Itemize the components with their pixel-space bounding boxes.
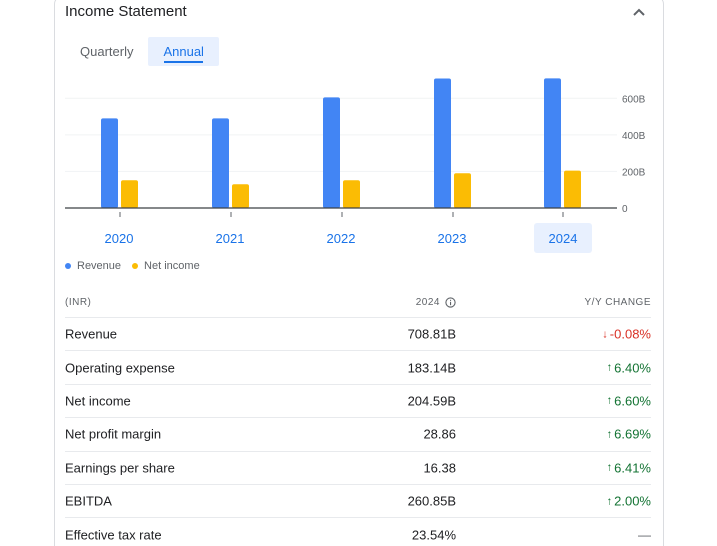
info-icon[interactable]	[445, 296, 456, 308]
metric-change: —	[638, 528, 651, 543]
metric-change-value: 6.60%	[614, 393, 651, 409]
bar-revenue	[101, 118, 118, 208]
metric-value: 16.38	[423, 460, 456, 476]
metric-value: 204.59B	[407, 393, 456, 409]
y-tick-label: 200B	[622, 167, 646, 178]
tab-quarterly[interactable]: Quarterly	[80, 44, 134, 59]
bar-revenue	[212, 118, 229, 208]
arrow-up-icon: ↑	[606, 394, 613, 407]
table-row: Net income 204.59B ↑ 6.60%	[65, 385, 651, 419]
metric-name: Operating expense	[65, 360, 175, 376]
metric-name: EBITDA	[65, 493, 112, 509]
metric-change: ↑ 6.40%	[607, 360, 651, 375]
legend-label-net-income: Net income	[144, 260, 200, 272]
metric-change: ↑ 2.00%	[607, 494, 651, 509]
year-button-2022[interactable]: 2022	[326, 230, 356, 246]
arrow-up-icon: ↑	[606, 461, 613, 474]
table-row: Net profit margin 28.86 ↑ 6.69%	[65, 418, 651, 452]
metric-change-value: 6.69%	[614, 426, 651, 442]
header-yy-change: Y/Y CHANGE	[584, 296, 651, 308]
table-row: Operating expense 183.14B ↑ 6.40%	[65, 351, 651, 385]
bar-net-income	[232, 184, 249, 208]
metric-name: Effective tax rate	[65, 527, 162, 543]
legend-dot-net-income	[132, 263, 139, 269]
metric-change-value: —	[638, 527, 651, 543]
metric-name: Net profit margin	[65, 426, 162, 442]
metric-change-value: 6.41%	[614, 460, 651, 476]
legend-label-revenue: Revenue	[77, 260, 122, 272]
chart-legend: Revenue Net income	[65, 260, 211, 272]
metric-change-value: 2.00%	[614, 493, 651, 509]
year-button-2024[interactable]: 2024	[534, 223, 592, 253]
y-tick-label: 400B	[622, 131, 646, 142]
metric-change: ↑ 6.69%	[607, 427, 651, 442]
header-year: 2024	[416, 297, 456, 308]
bar-revenue	[434, 78, 451, 208]
financials-table: (INR) 2024 Y/Y CHANGE Revenue 708.81B ↓ -0.…	[65, 287, 651, 546]
metric-name: Earnings per share	[65, 460, 175, 476]
table-header: (INR) 2024 Y/Y CHANGE	[65, 287, 651, 318]
table-row: Revenue 708.81B ↓ -0.08%	[65, 318, 651, 352]
y-tick-label: 600B	[622, 94, 646, 105]
arrow-up-icon: ↑	[606, 428, 613, 441]
metric-value: 28.86	[423, 426, 456, 442]
metric-change: ↑ 6.41%	[607, 460, 651, 475]
chevron-up-icon	[633, 8, 645, 16]
metric-value: 708.81B	[407, 326, 456, 342]
metric-value: 260.85B	[407, 493, 456, 509]
metric-value: 23.54%	[411, 527, 456, 543]
tab-annual[interactable]: Annual	[148, 37, 219, 66]
table-row: Earnings per share 16.38 ↑ 6.41%	[65, 452, 651, 485]
table-row: Effective tax rate 23.54% —	[65, 518, 651, 546]
metric-change: ↑ 6.60%	[607, 393, 651, 408]
collapse-button[interactable]	[628, 3, 650, 21]
metric-change-value: 6.40%	[614, 360, 651, 376]
bar-net-income	[343, 180, 360, 208]
metric-name: Revenue	[65, 326, 118, 342]
bar-net-income	[564, 170, 581, 208]
bar-net-income	[454, 173, 471, 208]
year-button-2023[interactable]: 2023	[437, 230, 467, 246]
year-button-2020[interactable]: 2020	[104, 230, 134, 246]
header-currency: (INR)	[65, 296, 92, 308]
bar-net-income	[121, 180, 138, 208]
period-tabs: Quarterly Annual	[65, 37, 219, 67]
arrow-down-icon: ↓	[602, 328, 608, 341]
metric-value: 183.14B	[407, 360, 456, 376]
y-tick-label: 0	[622, 204, 628, 215]
income-statement-card	[54, 0, 664, 546]
header-year-label: 2024	[415, 296, 440, 308]
arrow-up-icon: ↑	[606, 361, 613, 374]
metric-name: Net income	[65, 393, 131, 409]
legend-dot-revenue	[65, 263, 71, 269]
legend-item-net-income: Net income	[132, 260, 200, 272]
arrow-up-icon: ↑	[606, 495, 613, 508]
table-row: EBITDA 260.85B ↑ 2.00%	[65, 485, 651, 519]
legend-item-revenue: Revenue	[65, 260, 121, 272]
revenue-net-income-chart: 0 200B 400B 600B	[65, 78, 646, 217]
bar-revenue	[323, 97, 340, 208]
card-title: Income Statement	[65, 3, 187, 20]
metric-change-value: -0.08%	[609, 326, 651, 342]
metric-change: ↓ -0.08%	[602, 327, 651, 342]
year-button-2021[interactable]: 2021	[215, 230, 245, 246]
bar-revenue	[544, 78, 561, 208]
